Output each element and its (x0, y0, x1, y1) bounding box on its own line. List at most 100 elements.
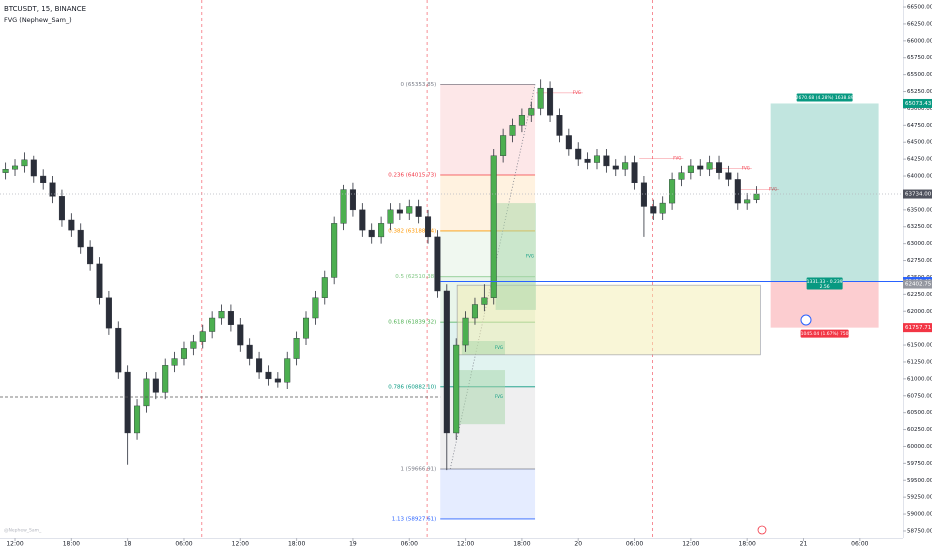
target-label: 2670.68 (4.28%) 1638.89 (796, 95, 854, 101)
candle-body (547, 87, 554, 116)
price-tag (903, 189, 932, 199)
candle-body (490, 155, 497, 298)
candle-body (584, 158, 591, 163)
candle-body (687, 165, 694, 173)
fib-label: 0.618 (61839.32) (388, 320, 436, 326)
fib-label: 0.5 (62510.38) (395, 274, 436, 280)
fvg-label: FVG (526, 253, 534, 258)
candle-body (40, 175, 47, 184)
candle-body (518, 114, 525, 126)
candle-body (21, 159, 28, 167)
indicator-name: FVG (Nephew_Sam_) (4, 16, 72, 24)
x-tick-label: 20 (574, 541, 582, 548)
candle-body (406, 206, 413, 214)
y-tick-label: 60500.00 (907, 410, 932, 416)
candle-body (321, 277, 328, 298)
candle-body (162, 365, 169, 393)
candle-body (115, 327, 122, 373)
candle-body (77, 229, 84, 248)
candle-body (387, 209, 394, 224)
chart-title: BTCUSDT, 15, BINANCE (4, 5, 86, 13)
candle-body (631, 162, 638, 184)
y-tick-label: 62250.00 (907, 292, 932, 298)
x-tick-label: 18:00 (288, 541, 305, 548)
candle-body (218, 311, 225, 319)
axes: 66500.00 66250.00 66000.00 65750.00 65500.00… (6, 5, 932, 548)
candle-body (209, 317, 216, 332)
x-tick-label: 06:00 (626, 541, 643, 548)
x-tick-label: 18 (124, 541, 132, 548)
icon[interactable] (800, 314, 812, 326)
candle-body (227, 311, 234, 325)
candle-body (134, 405, 141, 434)
candle-body (481, 297, 488, 305)
candle-body (368, 229, 375, 238)
fib-zone (440, 468, 536, 519)
candle-body (528, 108, 535, 116)
y-tick-label: 64500.00 (907, 140, 932, 146)
y-tick-label: 59250.00 (907, 495, 932, 501)
y-tick-label: 61000.00 (907, 376, 932, 382)
y-tick-label: 66000.00 (907, 38, 932, 44)
fvg-label: FVG (769, 187, 777, 192)
candle-body (537, 87, 544, 109)
y-tick-label: 65500.00 (907, 72, 932, 78)
fvg-label: FVG (495, 345, 503, 350)
y-tick-label: 66250.00 (907, 21, 932, 27)
candle-body (199, 331, 206, 342)
x-tick-label: 18:00 (739, 541, 756, 548)
candle-body (434, 236, 441, 292)
y-tick-label: 63000.00 (907, 241, 932, 247)
label-box (796, 93, 853, 102)
candle-body (124, 371, 131, 434)
y-tick-label: 65250.00 (907, 89, 932, 95)
candle-body (603, 155, 610, 167)
y-tick-label: 59750.00 (907, 461, 932, 467)
fib-label: 0.236 (64015.73) (388, 172, 436, 178)
icon[interactable] (757, 525, 767, 535)
entry-label: 1331.33 - 0.239 (807, 279, 843, 285)
y-tick-label: 62000.00 (907, 309, 932, 315)
price-tag (903, 279, 932, 289)
candle-body (706, 162, 713, 170)
candle-body (2, 169, 9, 173)
y-tick-label: 60000.00 (907, 444, 932, 450)
y-tick-label: 65000.00 (907, 106, 932, 112)
stop-label: 1045.04 (1.67%) 750 (801, 331, 849, 337)
x-tick-label: 06:00 (175, 541, 192, 548)
candle-body (49, 182, 56, 197)
candle-body (556, 114, 563, 136)
candle-body (725, 172, 732, 180)
y-tick-label: 64250.00 (907, 157, 932, 163)
y-tick-label: 61250.00 (907, 359, 932, 365)
y-tick-label: 59000.00 (907, 512, 932, 518)
label-box (806, 277, 843, 290)
candle-body (256, 358, 263, 373)
price-tag-label: 63734.00 (905, 192, 932, 198)
candle-body (378, 223, 385, 238)
candle-body (340, 189, 347, 224)
candle-body (312, 297, 319, 319)
candle-body (190, 341, 197, 349)
y-tick-label: 60750.00 (907, 393, 932, 399)
candle-body (471, 304, 478, 319)
label-box (800, 329, 849, 338)
front-layer: 2670.68 (4.28%) 1638.89 1331.33 - 0.2392.… (0, 93, 903, 398)
candle-body (640, 182, 647, 207)
candle-body (284, 358, 291, 383)
candle-body (12, 165, 19, 170)
candle-body (349, 189, 356, 211)
candle-body (669, 179, 676, 204)
fvg-box (495, 203, 536, 310)
fvg-label: FVG (495, 394, 503, 399)
candle-body (575, 148, 582, 160)
entry-sublabel: 2.56 (820, 284, 830, 290)
price-tag-label: 61757.71 (905, 325, 931, 331)
x-tick-label: 12:00 (232, 541, 249, 548)
fib-label: 0 (65353.85) (400, 82, 436, 88)
candle-body (443, 290, 450, 434)
x-tick-label: 12:00 (6, 541, 23, 548)
price-tag-label: 65073.43 (905, 101, 932, 107)
